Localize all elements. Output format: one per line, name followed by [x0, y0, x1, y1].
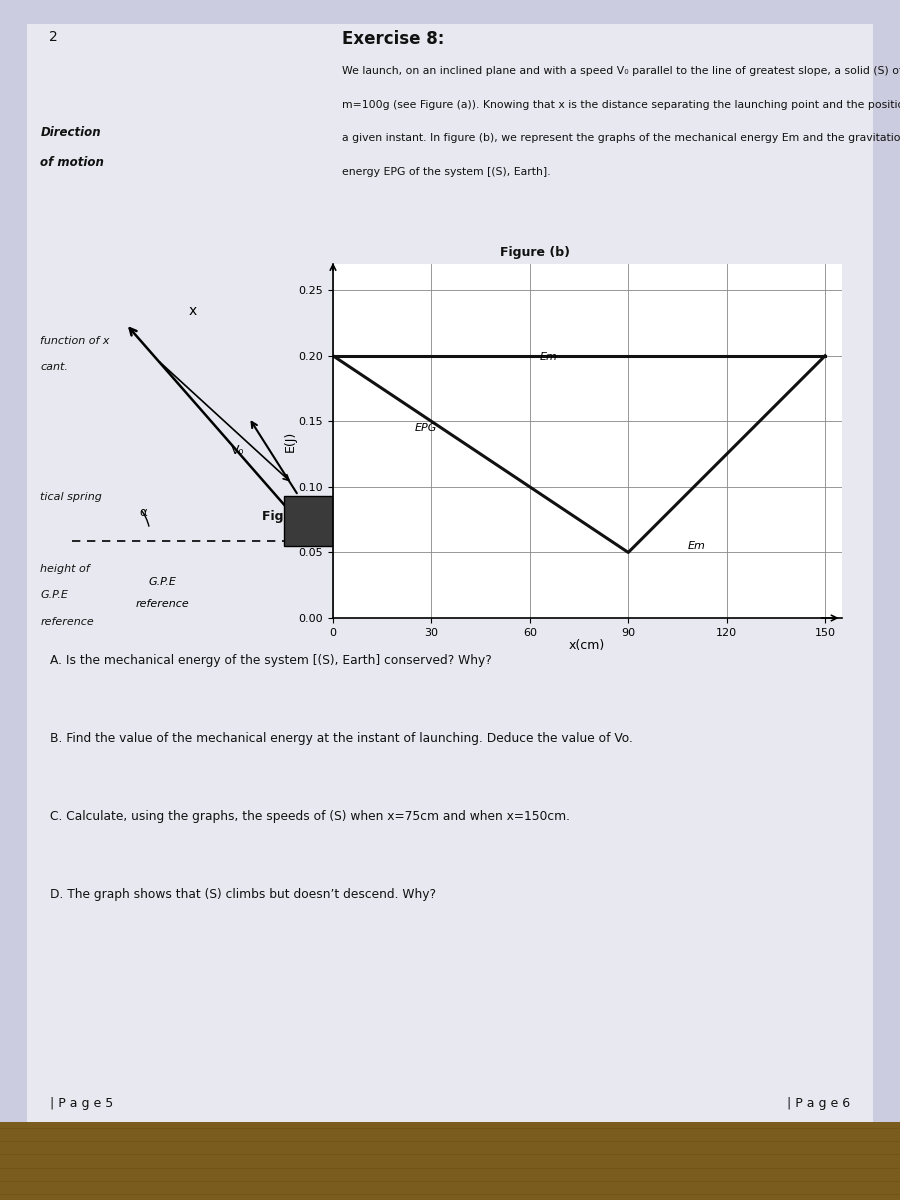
Text: reference: reference: [135, 599, 189, 608]
Bar: [0, 1122, 900, 1200]
Text: energy EPG of the system [(S), Earth].: energy EPG of the system [(S), Earth].: [342, 167, 551, 176]
Text: x: x: [189, 304, 197, 318]
Text: tical spring: tical spring: [40, 492, 103, 502]
Text: function of x: function of x: [40, 336, 110, 346]
Text: 2: 2: [50, 30, 58, 44]
Text: G.P.E: G.P.E: [148, 577, 176, 587]
Text: m=100g (see Figure (a)). Knowing that x is the distance separating the launching: m=100g (see Figure (a)). Knowing that x …: [342, 100, 900, 109]
Text: V₀: V₀: [231, 444, 245, 457]
Text: of motion: of motion: [40, 156, 104, 169]
Text: height of: height of: [40, 564, 90, 574]
Bar: [284, 496, 333, 546]
Text: Direction: Direction: [40, 126, 101, 139]
Text: We launch, on an inclined plane and with a speed V₀ parallel to the line of grea: We launch, on an inclined plane and with…: [342, 66, 900, 76]
Text: EPG: EPG: [415, 422, 437, 433]
Text: Em: Em: [540, 353, 558, 362]
X-axis label: x(cm): x(cm): [569, 640, 606, 652]
Text: D. The graph shows that (S) climbs but doesn’t descend. Why?: D. The graph shows that (S) climbs but d…: [50, 888, 436, 901]
Text: Figure (b): Figure (b): [500, 246, 571, 259]
Text: reference: reference: [40, 617, 94, 626]
Text: B. Find the value of the mechanical energy at the instant of launching. Deduce t: B. Find the value of the mechanical ener…: [50, 732, 633, 745]
Text: cant.: cant.: [40, 362, 68, 372]
Y-axis label: E(J): E(J): [284, 431, 297, 451]
Text: Figure (a): Figure (a): [262, 510, 332, 523]
Text: | P a g e 6: | P a g e 6: [788, 1097, 850, 1110]
Text: Exercise 8:: Exercise 8:: [342, 30, 445, 48]
Text: | P a g e 5: | P a g e 5: [50, 1097, 112, 1110]
Text: Em: Em: [688, 541, 706, 551]
Text: A. Is the mechanical energy of the system [(S), Earth] conserved? Why?: A. Is the mechanical energy of the syste…: [50, 654, 491, 667]
Text: α: α: [140, 506, 148, 520]
Text: C. Calculate, using the graphs, the speeds of (S) when x=75cm and when x=150cm.: C. Calculate, using the graphs, the spee…: [50, 810, 570, 823]
Text: a given instant. In figure (b), we represent the graphs of the mechanical energy: a given instant. In figure (b), we repre…: [342, 133, 900, 143]
Text: G.P.E: G.P.E: [40, 590, 68, 600]
